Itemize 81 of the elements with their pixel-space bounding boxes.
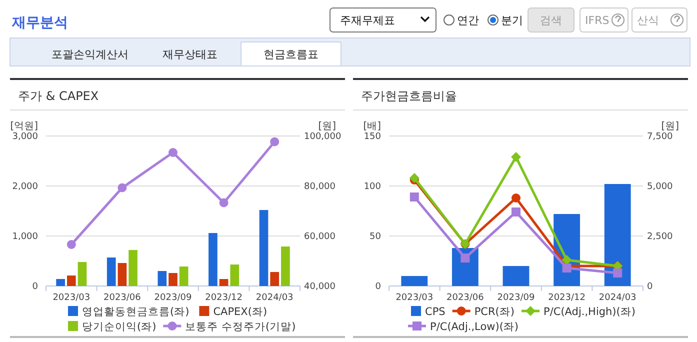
y2-tick-label: 40,000 [304, 282, 336, 292]
y-axis-title: [억원] [10, 121, 38, 132]
text: 포괄손익계산서 [52, 48, 128, 61]
bar [281, 246, 290, 286]
legend-label: PCR(좌) [474, 306, 514, 318]
bar [158, 271, 167, 286]
y2-axis-title: [원] [661, 121, 680, 132]
y-tick-label: 3,000 [12, 132, 38, 142]
legend-label: 영업활동현금흐름(좌) [82, 306, 190, 318]
text: 재무분석 [11, 15, 68, 31]
bar [78, 262, 87, 286]
y-tick-label: 2,000 [12, 182, 38, 192]
legend-label: P/C(Adj.,Low)(좌) [430, 321, 519, 333]
point [409, 173, 420, 183]
text: 분기 [501, 14, 523, 27]
bar [106, 258, 116, 286]
bar [118, 263, 127, 286]
bar [56, 279, 65, 286]
point [613, 268, 622, 278]
y2-tick-label: 2,500 [647, 232, 674, 242]
y2-tick-label: 60,000 [304, 232, 336, 242]
bar [219, 279, 228, 286]
bar [168, 273, 178, 286]
point [66, 240, 76, 249]
bar [401, 276, 428, 286]
x-tick-label: 2023/12 [205, 293, 242, 303]
legend-label: 당기순이익(좌) [82, 321, 156, 333]
x-tick-label: 2024/03 [598, 293, 636, 303]
y2-tick-label: 100,000 [304, 132, 342, 142]
y-tick-label: 0 [375, 282, 382, 292]
y-tick-label: 0 [32, 282, 38, 292]
x-tick-label: 2024/03 [256, 293, 294, 303]
text: 현금흐름표 [264, 48, 318, 61]
x-tick-label: 2023/03 [396, 293, 434, 303]
point [512, 194, 520, 202]
text: 주재무제표 [340, 14, 395, 27]
y2-tick-label: 0 [647, 282, 653, 292]
bar [604, 184, 631, 286]
y-tick-label: 100 [364, 182, 382, 192]
legend-label: CAPEX(좌) [213, 306, 268, 318]
text: IFRS [585, 14, 610, 27]
bar [128, 250, 138, 286]
y2-axis-title: [원] [318, 121, 336, 132]
chart-title: 주가 & CAPEX [18, 89, 99, 103]
bar [230, 264, 240, 286]
bar [179, 266, 188, 286]
bar [66, 276, 76, 286]
point [562, 255, 572, 265]
point [511, 152, 521, 162]
legend-label: CPS [425, 306, 446, 318]
point [219, 198, 228, 208]
point [460, 254, 470, 262]
x-tick-label: 2023/06 [446, 293, 484, 303]
text: 산식 [637, 14, 659, 27]
y2-tick-label: 5,000 [647, 182, 674, 192]
y-axis-title: [배] [363, 121, 382, 132]
y-tick-label: 1,000 [12, 232, 38, 242]
y2-tick-label: 7,500 [647, 132, 674, 142]
chart-title: 주가현금흐름비율 [361, 89, 457, 103]
y2-tick-label: 80,000 [304, 182, 336, 192]
x-tick-label: 2023/06 [104, 293, 142, 303]
x-tick-label: 2023/09 [497, 293, 535, 303]
y-tick-label: 50 [370, 232, 382, 242]
bar [502, 266, 530, 286]
point [270, 137, 280, 146]
y-tick-label: 150 [364, 132, 382, 142]
point [410, 192, 419, 202]
point [168, 148, 178, 157]
legend-label: P/C(Adj.,High)(좌) [544, 306, 636, 318]
text: 검색 [540, 14, 562, 27]
x-tick-label: 2023/03 [52, 293, 90, 303]
text: 재무상태표 [162, 48, 218, 61]
bar [270, 272, 280, 286]
bar [259, 210, 268, 286]
text: 연간 [457, 14, 479, 27]
x-tick-label: 2023/09 [154, 293, 192, 303]
bar [208, 233, 218, 286]
x-tick-label: 2023/12 [548, 293, 586, 303]
legend-label: 보통주 수정주가(기말) [185, 321, 296, 333]
point [512, 208, 520, 216]
point [118, 183, 127, 192]
